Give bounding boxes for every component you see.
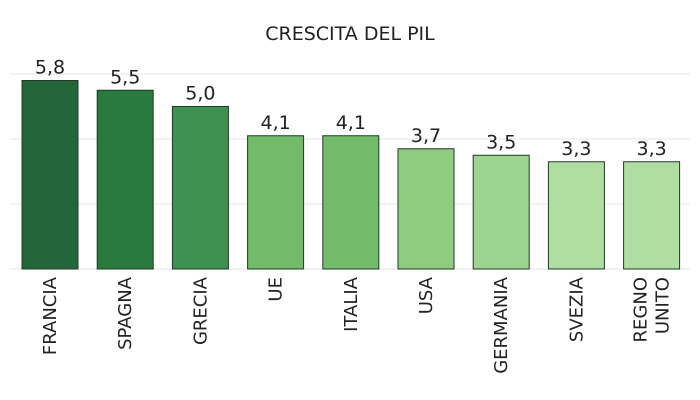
bar-germania <box>472 154 530 270</box>
category-label: UE <box>266 277 287 302</box>
category-label: USA <box>416 276 437 314</box>
bar-grecia <box>171 106 229 270</box>
category-label: FRANCIA <box>40 276 61 355</box>
bar-francia <box>21 80 79 270</box>
bar-italia <box>322 135 380 270</box>
value-label: 3,3 <box>561 138 591 160</box>
bar-regno-unito <box>623 161 681 270</box>
category-label: GRECIA <box>190 276 211 345</box>
bar-usa <box>397 148 455 270</box>
bar-svezia <box>547 161 605 270</box>
category-label: GERMANIA <box>491 276 512 373</box>
value-label: 5,8 <box>35 57 65 79</box>
value-label: 5,5 <box>110 66 140 88</box>
category-label: ITALIA <box>341 276 362 332</box>
value-label: 4,1 <box>260 112 290 134</box>
category-label: REGNO <box>631 277 652 342</box>
category-label: SPAGNA <box>115 276 136 350</box>
bar-spagna <box>96 89 154 270</box>
value-label: 5,0 <box>185 83 215 105</box>
category-labels-group: FRANCIA SPAGNA GRECIA UE ITALIA USA GERMANIA SV… <box>40 276 674 373</box>
value-label: 3,7 <box>411 125 441 147</box>
bar-ue <box>247 135 305 270</box>
value-label: 4,1 <box>336 112 366 134</box>
bars-group <box>21 80 681 270</box>
category-label: UNITO <box>653 277 674 334</box>
chart-title: CRESCITA DEL PIL <box>265 23 435 45</box>
value-label: 3,3 <box>636 138 666 160</box>
value-labels-group: 5,8 5,5 5,0 4,1 4,1 3,7 3,5 3,3 3,3 <box>35 57 667 160</box>
category-label: SVEZIA <box>566 276 587 342</box>
value-label: 3,5 <box>486 131 516 153</box>
